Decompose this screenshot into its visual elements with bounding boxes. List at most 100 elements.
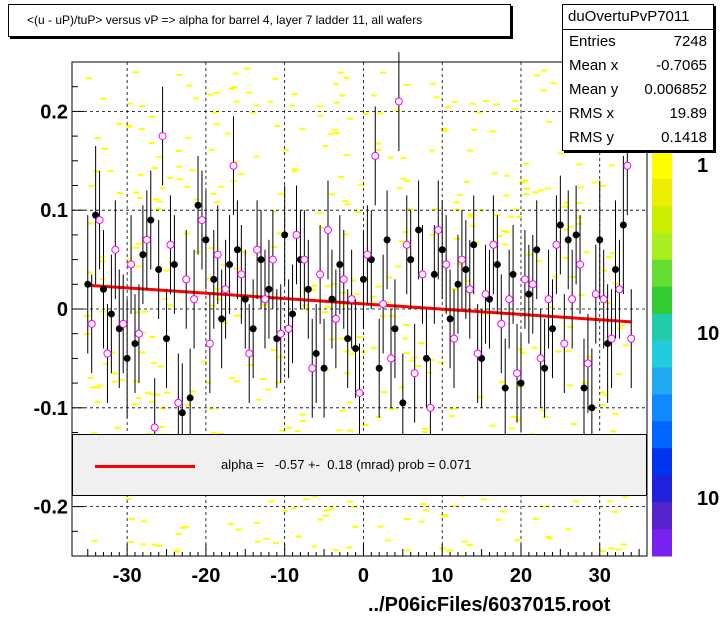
background-hit-mark [557, 152, 564, 155]
background-hit-mark [600, 550, 607, 553]
data-point-open [528, 280, 537, 289]
background-hit-mark [331, 283, 338, 286]
data-point-filled [541, 364, 549, 372]
data-point-open [213, 250, 222, 259]
background-hit-mark [233, 314, 240, 317]
background-hit-mark [276, 232, 283, 235]
data-point-filled [107, 310, 115, 318]
background-hit-mark [94, 401, 101, 404]
background-hit-mark [107, 169, 114, 172]
data-point-filled [564, 236, 572, 244]
data-point-filled [438, 246, 446, 254]
background-hit-mark [310, 288, 317, 291]
palette-band [652, 367, 672, 395]
background-hit-mark [218, 185, 225, 188]
plot-title: <(u - uP)/tuP> versus vP => alpha for ba… [8, 4, 511, 37]
background-hit-mark [294, 430, 301, 433]
background-hit-mark [328, 507, 335, 510]
background-hit-mark [227, 523, 234, 526]
background-hit-mark [323, 514, 330, 517]
background-hit-mark [292, 168, 299, 171]
background-hit-mark [402, 231, 409, 234]
background-hit-mark [429, 149, 436, 152]
background-hit-mark [173, 550, 180, 553]
background-hit-mark [450, 407, 457, 410]
background-hit-mark [546, 120, 553, 123]
background-hit-mark [290, 507, 297, 510]
data-point-open [158, 132, 167, 141]
background-hit-mark [185, 403, 192, 406]
background-hit-mark [228, 88, 235, 91]
background-hit-mark [347, 117, 354, 120]
background-hit-mark [291, 93, 298, 96]
stats-label: RMS x [569, 105, 614, 122]
background-hit-mark [620, 543, 627, 546]
background-hit-mark [210, 192, 217, 195]
background-hit-mark [83, 332, 90, 335]
background-hit-mark [146, 432, 153, 435]
background-hit-mark [484, 312, 491, 315]
background-hit-mark [133, 191, 140, 194]
background-hit-mark [179, 526, 186, 529]
background-hit-mark [207, 93, 214, 96]
background-hit-mark [91, 432, 98, 435]
data-point-filled [170, 261, 178, 269]
y-tick-label: 0.2 [40, 101, 68, 123]
background-hit-mark [515, 419, 522, 422]
data-point-filled [320, 364, 328, 372]
background-hit-mark [334, 131, 341, 134]
background-hit-mark [453, 237, 460, 240]
stats-row-mean-x: Mean x -0.7065 [563, 54, 713, 78]
data-point-open [379, 300, 388, 309]
background-hit-mark [317, 114, 324, 117]
background-hit-mark [140, 543, 147, 546]
data-points [84, 52, 636, 477]
data-point-open [166, 240, 175, 249]
background-hit-mark [289, 104, 296, 107]
background-hit-mark [279, 429, 286, 432]
data-point-open [371, 151, 380, 160]
background-hit-mark [377, 525, 384, 528]
background-hit-mark [215, 298, 222, 301]
data-point-open [418, 270, 427, 279]
background-hit-mark [214, 201, 221, 204]
background-hit-mark [265, 388, 272, 391]
background-hit-mark [358, 183, 365, 186]
data-point-filled [462, 265, 470, 273]
background-hit-mark [471, 128, 478, 131]
background-hit-mark [386, 276, 393, 279]
background-hit-mark [377, 112, 384, 115]
data-point-open [150, 423, 159, 432]
background-hit-mark [295, 535, 302, 538]
data-point-open [87, 319, 96, 328]
background-hit-mark [606, 256, 613, 259]
background-hit-mark [132, 246, 139, 249]
background-hit-mark [94, 137, 101, 140]
x-tick-label: 10 [431, 565, 453, 587]
fit-line [87, 283, 632, 324]
background-hit-mark [337, 71, 344, 74]
background-hit-mark [263, 537, 270, 540]
palette-band [652, 313, 672, 342]
background-hit-mark [522, 179, 529, 182]
background-hit-mark [544, 187, 551, 190]
background-hit-mark [480, 498, 487, 501]
stats-label: Entries [569, 33, 616, 50]
background-hit-mark [438, 361, 445, 364]
background-hit-mark [343, 350, 350, 353]
background-hit-mark [209, 304, 216, 307]
background-hit-mark [329, 193, 336, 196]
background-hit-mark [274, 124, 281, 127]
background-hit-mark [194, 250, 201, 253]
background-hit-mark [135, 397, 142, 400]
data-point-open [221, 285, 230, 294]
background-hit-mark [563, 201, 570, 204]
background-hit-mark [328, 132, 335, 135]
data-point-filled [289, 310, 297, 318]
data-point-filled [281, 231, 289, 239]
data-point-open [599, 295, 608, 304]
background-hit-mark [341, 303, 348, 306]
background-hit-mark [535, 260, 542, 263]
background-hit-mark [526, 253, 533, 256]
background-hit-mark [402, 337, 409, 340]
